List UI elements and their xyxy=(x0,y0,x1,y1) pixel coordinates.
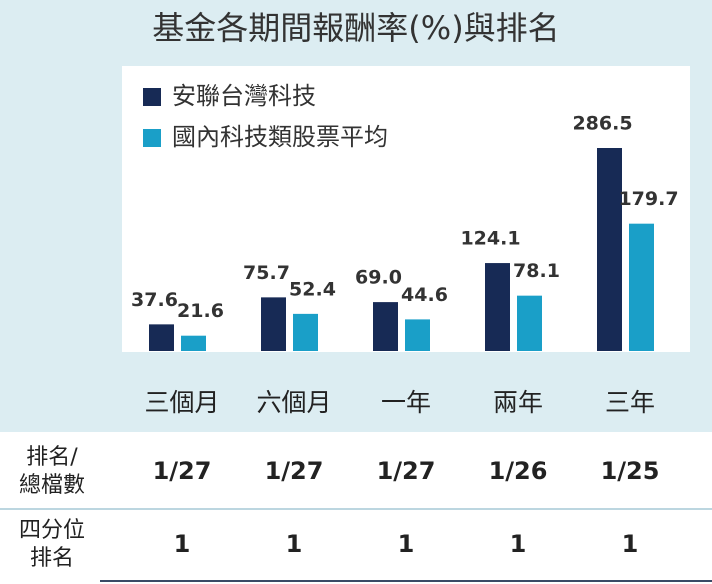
table-cell: 1 xyxy=(286,530,303,558)
bar xyxy=(181,335,206,351)
value-label: 124.1 xyxy=(460,228,520,250)
x-tick-label: 三年 xyxy=(605,388,655,417)
row-header: 排名 xyxy=(30,546,74,571)
table-cell: 1/26 xyxy=(489,457,548,485)
bar xyxy=(629,223,654,351)
x-tick-label: 兩年 xyxy=(493,388,543,417)
bar xyxy=(405,319,430,351)
row-header: 總檔數 xyxy=(19,473,85,498)
legend-swatch xyxy=(143,129,161,147)
value-label: 21.6 xyxy=(177,300,224,322)
value-label: 75.7 xyxy=(243,262,290,284)
legend-label: 安聯台灣科技 xyxy=(172,82,316,110)
value-label: 286.5 xyxy=(572,113,632,135)
bar xyxy=(517,295,542,351)
bar xyxy=(261,297,286,351)
table-cell: 1/27 xyxy=(153,457,212,485)
bar xyxy=(485,263,510,351)
bar xyxy=(373,302,398,351)
plot-panel xyxy=(122,66,690,352)
bar xyxy=(149,324,174,351)
value-label: 69.0 xyxy=(355,267,402,289)
x-tick-label: 六個月 xyxy=(256,388,331,417)
legend-label: 國內科技類股票平均 xyxy=(172,123,388,151)
table-cell: 1 xyxy=(622,530,639,558)
value-label: 44.6 xyxy=(401,284,448,306)
table-cell: 1 xyxy=(174,530,191,558)
table-cell: 1 xyxy=(398,530,415,558)
row-header: 排名/ xyxy=(26,445,78,470)
row-header: 四分位 xyxy=(19,518,85,543)
bar xyxy=(597,148,622,351)
table-cell: 1 xyxy=(510,530,527,558)
table-cell: 1/27 xyxy=(265,457,324,485)
x-tick-label: 三個月 xyxy=(144,388,219,417)
value-label: 179.7 xyxy=(618,188,678,210)
table-cell: 1/25 xyxy=(601,457,660,485)
bar xyxy=(293,313,318,351)
legend-swatch xyxy=(143,88,161,106)
value-label: 52.4 xyxy=(289,278,336,300)
value-label: 37.6 xyxy=(131,289,178,311)
x-tick-label: 一年 xyxy=(381,388,431,417)
value-label: 78.1 xyxy=(513,260,560,282)
table-cell: 1/27 xyxy=(377,457,436,485)
chart-title: 基金各期間報酬率(%)與排名 xyxy=(152,9,559,47)
